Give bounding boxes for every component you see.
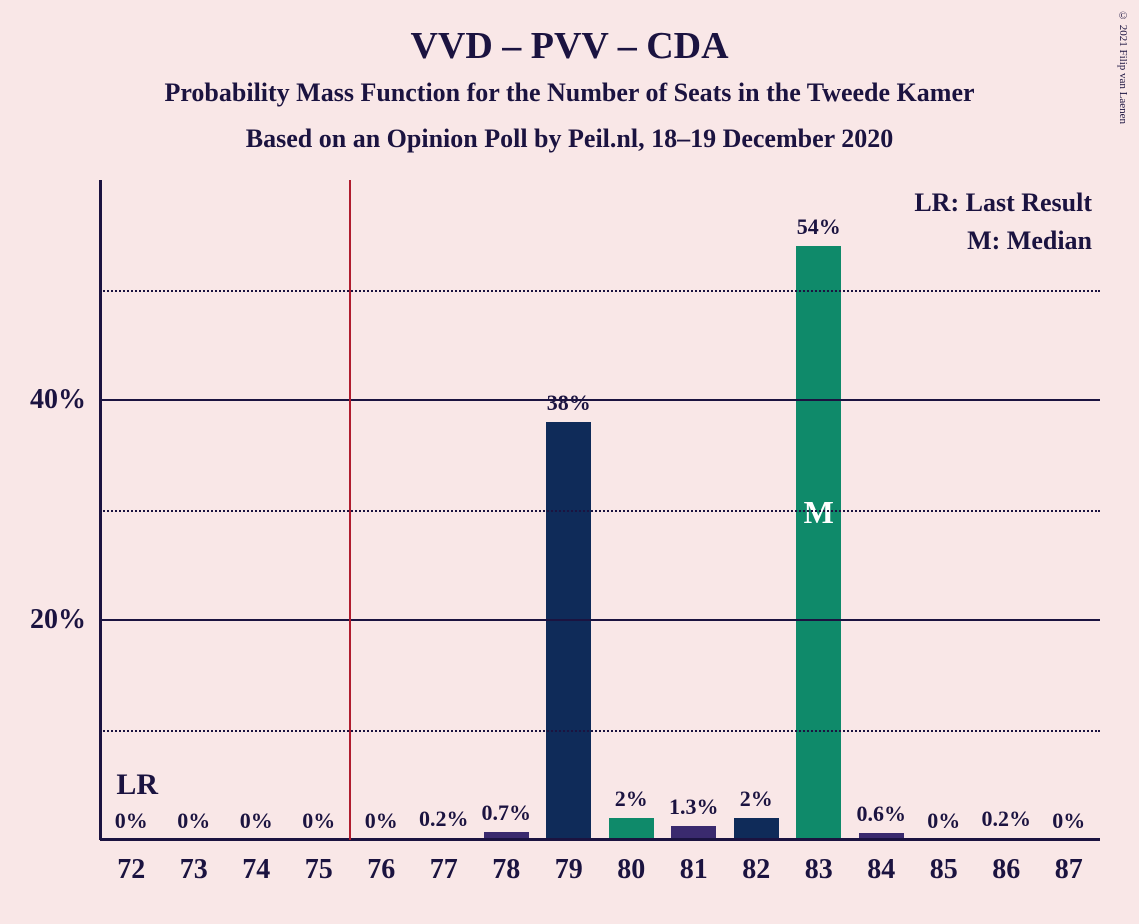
legend: LR: Last Result M: Median [914, 188, 1092, 256]
bar-value-label: 0% [302, 808, 335, 840]
bar-value-label: 2% [615, 786, 648, 818]
bar-value-label: 0% [115, 808, 148, 840]
bar-value-label: 0% [927, 808, 960, 840]
x-tick-label: 83 [805, 840, 833, 886]
x-tick-label: 73 [180, 840, 208, 886]
x-tick-label: 87 [1055, 840, 1083, 886]
x-tick-label: 78 [492, 840, 520, 886]
x-tick-label: 72 [117, 840, 145, 886]
chart-title: VVD – PVV – CDA [0, 24, 1139, 68]
x-tick-label: 75 [305, 840, 333, 886]
x-tick-label: 84 [867, 840, 895, 886]
legend-lr: LR: Last Result [914, 188, 1092, 218]
chart-subtitle-1: Probability Mass Function for the Number… [0, 78, 1139, 108]
bar-value-label: 0% [240, 808, 273, 840]
lr-label: LR [116, 768, 158, 802]
gridline-minor [100, 290, 1100, 292]
bar-value-label: 0.2% [419, 806, 469, 838]
bar-value-label: 38% [547, 390, 591, 422]
bar-value-label: 0.6% [857, 801, 907, 833]
x-tick-label: 85 [930, 840, 958, 886]
x-tick-label: 76 [367, 840, 395, 886]
bar-value-label: 0% [365, 808, 398, 840]
x-tick-label: 81 [680, 840, 708, 886]
bar: 54%M [796, 246, 841, 840]
legend-m: M: Median [914, 226, 1092, 256]
gridline-minor [100, 510, 1100, 512]
x-tick-label: 80 [617, 840, 645, 886]
bar-value-label: 54% [797, 214, 841, 246]
credit-text: © 2021 Filip van Laenen [1117, 10, 1129, 124]
bar: 2% [609, 818, 654, 840]
y-tick-label: 40% [30, 384, 100, 416]
chart-subtitle-2: Based on an Opinion Poll by Peil.nl, 18–… [0, 124, 1139, 154]
bar: 38% [546, 422, 591, 840]
bar-value-label: 0.7% [482, 800, 532, 832]
y-tick-label: 20% [30, 604, 100, 636]
bar-value-label: 0.2% [982, 806, 1032, 838]
median-label: M [804, 494, 834, 531]
x-tick-label: 86 [992, 840, 1020, 886]
last-result-line [349, 180, 351, 840]
x-tick-label: 79 [555, 840, 583, 886]
gridline-major [100, 399, 1100, 401]
x-tick-label: 74 [242, 840, 270, 886]
x-tick-label: 82 [742, 840, 770, 886]
bar-value-label: 0% [177, 808, 210, 840]
plot-area: 0%0%0%0%0%0.2%0.7%38%2%1.3%2%54%M0.6%0%0… [100, 180, 1100, 840]
bar-value-label: 0% [1052, 808, 1085, 840]
x-tick-label: 77 [430, 840, 458, 886]
bar-value-label: 2% [740, 786, 773, 818]
bar-value-label: 1.3% [669, 794, 719, 826]
gridline-minor [100, 730, 1100, 732]
gridline-major [100, 619, 1100, 621]
bar: 2% [734, 818, 779, 840]
